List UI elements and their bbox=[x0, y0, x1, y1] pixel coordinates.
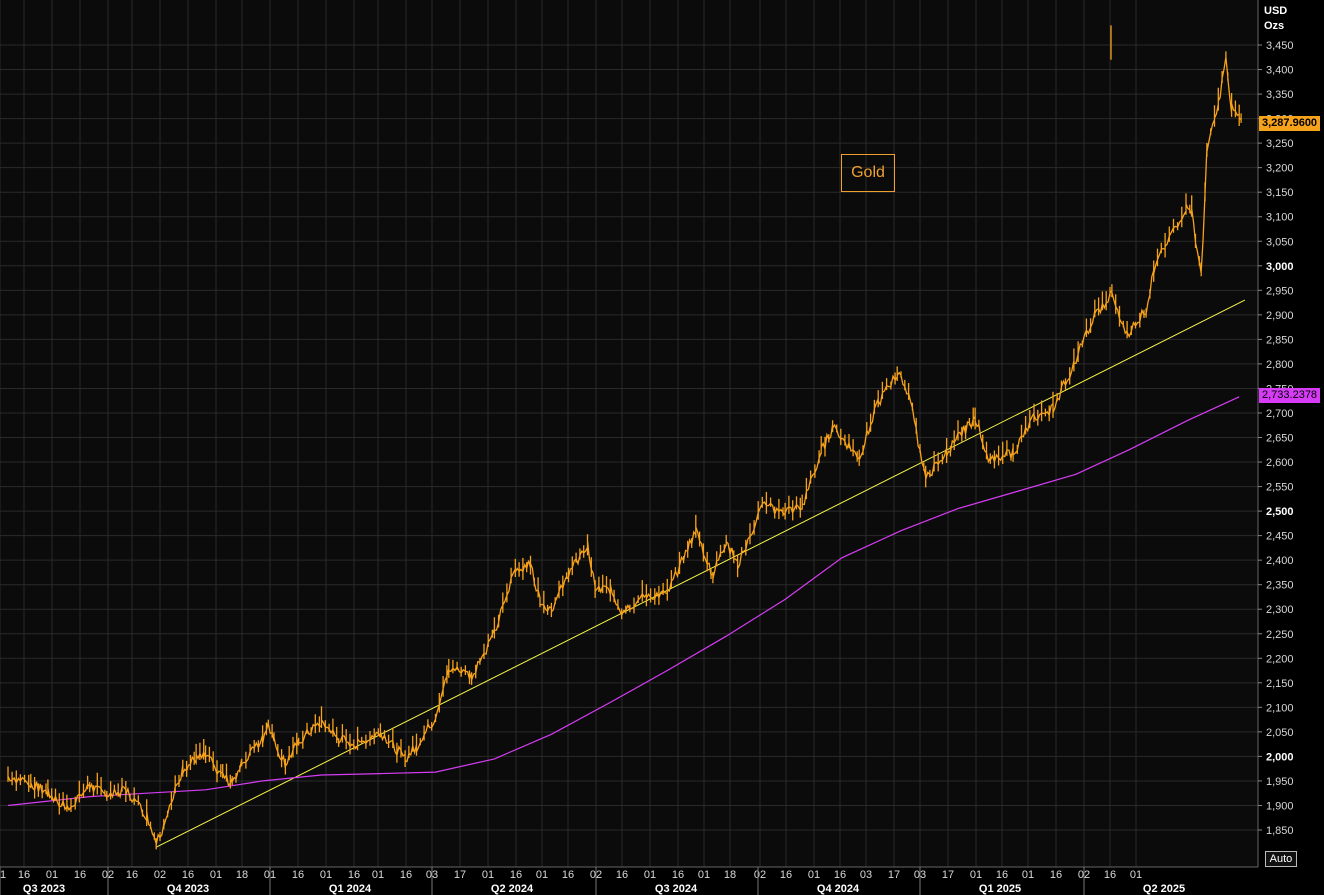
y-tick-label: 2,100 bbox=[1266, 702, 1294, 714]
x-tick-label: 01 bbox=[46, 869, 58, 881]
y-tick-label: 3,050 bbox=[1266, 236, 1294, 248]
x-tick-label: 16 bbox=[18, 869, 30, 881]
quarter-label: Q3 2024 bbox=[655, 883, 698, 895]
x-tick-label: 01 bbox=[482, 869, 494, 881]
x-tick-label: 01 bbox=[644, 869, 656, 881]
quarter-label: Q1 2024 bbox=[329, 883, 372, 895]
x-tick-label: 16 bbox=[510, 869, 522, 881]
x-tick-label: 17 bbox=[454, 869, 466, 881]
grid bbox=[0, 0, 1258, 867]
y-tick-label: 3,100 bbox=[1266, 212, 1294, 224]
x-tick-label: 01 bbox=[320, 869, 332, 881]
price-line bbox=[7, 51, 1242, 850]
quarter-label: Q2 2025 bbox=[1143, 883, 1185, 895]
trendline bbox=[155, 299, 1246, 848]
y-tick-label: 2,550 bbox=[1266, 482, 1294, 494]
x-tick-label: 16 bbox=[834, 869, 846, 881]
y-axis-ticks: 3,4503,4003,3503,3003,2503,2003,1503,100… bbox=[1258, 40, 1294, 837]
y-tick-label: 2,050 bbox=[1266, 727, 1294, 739]
y-tick-label: 2,000 bbox=[1266, 751, 1294, 763]
x-tick-label: 02 bbox=[754, 869, 766, 881]
quarter-label: Q1 2025 bbox=[979, 883, 1021, 895]
y-tick-label: 2,250 bbox=[1266, 629, 1294, 641]
last-price-tag: 3,287.9600 bbox=[1259, 116, 1321, 131]
quarter-label: Q3 2023 bbox=[23, 883, 65, 895]
moving-average-line bbox=[7, 396, 1240, 807]
x-tick-label: 16 bbox=[292, 869, 304, 881]
y-tick-label: 1,950 bbox=[1266, 776, 1294, 788]
x-tick-label: 01 bbox=[372, 869, 384, 881]
x-tick-label: 16 bbox=[1104, 869, 1116, 881]
y-tick-label: 2,700 bbox=[1266, 408, 1294, 420]
y-tick-label: 2,850 bbox=[1266, 334, 1294, 346]
y-tick-label: 3,250 bbox=[1266, 138, 1294, 150]
x-tick-label: 01 bbox=[1022, 869, 1034, 881]
currency-label: USD bbox=[1264, 5, 1287, 17]
y-tick-label: 3,450 bbox=[1266, 40, 1294, 52]
x-tick-label: 16 bbox=[348, 869, 360, 881]
y-tick-label: 2,450 bbox=[1266, 531, 1294, 543]
x-axis-ticks: 01 16 01 16 02 16 02 16 01 18 01 16 01 16 01 16 03 17 01 16… bbox=[0, 869, 1142, 881]
x-tick-label: 16 bbox=[400, 869, 412, 881]
x-tick-label: 18 bbox=[236, 869, 248, 881]
x-tick-label: 16 bbox=[672, 869, 684, 881]
y-tick-label: 2,600 bbox=[1266, 457, 1294, 469]
x-tick-label: 01 bbox=[0, 869, 6, 881]
quarter-label: Q4 2023 bbox=[167, 883, 209, 895]
x-tick-label: 01 bbox=[698, 869, 710, 881]
y-tick-label: 2,300 bbox=[1266, 604, 1294, 616]
x-tick-label: 17 bbox=[888, 869, 900, 881]
y-tick-label: 1,850 bbox=[1266, 825, 1294, 837]
trendline-line bbox=[155, 299, 1246, 848]
x-tick-label: 01 bbox=[970, 869, 982, 881]
x-tick-label: 16 bbox=[996, 869, 1008, 881]
y-tick-label: 3,000 bbox=[1266, 261, 1294, 273]
y-tick-label: 2,950 bbox=[1266, 285, 1294, 297]
x-tick-label: 16 bbox=[126, 869, 138, 881]
y-tick-label: 2,500 bbox=[1266, 506, 1294, 518]
y-tick-label: 1,900 bbox=[1266, 800, 1294, 812]
moving-average-series bbox=[7, 396, 1240, 807]
y-tick-label: 3,150 bbox=[1266, 187, 1294, 199]
x-tick-label: 16 bbox=[74, 869, 86, 881]
x-tick-label: 18 bbox=[724, 869, 736, 881]
y-tick-label: 2,650 bbox=[1266, 433, 1294, 445]
x-tick-label: 01 bbox=[536, 869, 548, 881]
y-tick-label: 2,350 bbox=[1266, 580, 1294, 592]
auto-scale-button[interactable]: Auto bbox=[1265, 851, 1297, 867]
x-tick-label: 16 bbox=[182, 869, 194, 881]
y-tick-label: 3,350 bbox=[1266, 89, 1294, 101]
moving-average-tag: 2,733.2378 bbox=[1259, 388, 1321, 403]
quarter-labels: Q3 2023 Q4 2023 Q1 2024 Q2 2024 Q3 2024 Q4 20… bbox=[0, 867, 1185, 895]
quarter-label: Q4 2024 bbox=[817, 883, 860, 895]
unit-label: Ozs bbox=[1264, 20, 1284, 32]
quarter-label: Q2 2024 bbox=[491, 883, 534, 895]
y-tick-label: 2,800 bbox=[1266, 359, 1294, 371]
y-tick-label: 2,900 bbox=[1266, 310, 1294, 322]
x-tick-label: 17 bbox=[942, 869, 954, 881]
y-tick-label: 3,200 bbox=[1266, 163, 1294, 175]
x-tick-label: 01 bbox=[808, 869, 820, 881]
x-tick-label: 03 bbox=[860, 869, 872, 881]
y-tick-label: 2,400 bbox=[1266, 555, 1294, 567]
x-tick-label: 02 bbox=[154, 869, 166, 881]
plot-background bbox=[0, 0, 1258, 867]
x-tick-label: 16 bbox=[1050, 869, 1062, 881]
y-tick-label: 2,150 bbox=[1266, 678, 1294, 690]
gold-annotation: Gold bbox=[841, 154, 895, 192]
price-series bbox=[7, 25, 1242, 850]
x-tick-label: 16 bbox=[562, 869, 574, 881]
x-tick-label: 01 bbox=[1130, 869, 1142, 881]
x-tick-label: 16 bbox=[616, 869, 628, 881]
y-tick-label: 2,200 bbox=[1266, 653, 1294, 665]
y-tick-label: 3,400 bbox=[1266, 65, 1294, 77]
x-tick-label: 16 bbox=[780, 869, 792, 881]
x-tick-label: 01 bbox=[210, 869, 222, 881]
